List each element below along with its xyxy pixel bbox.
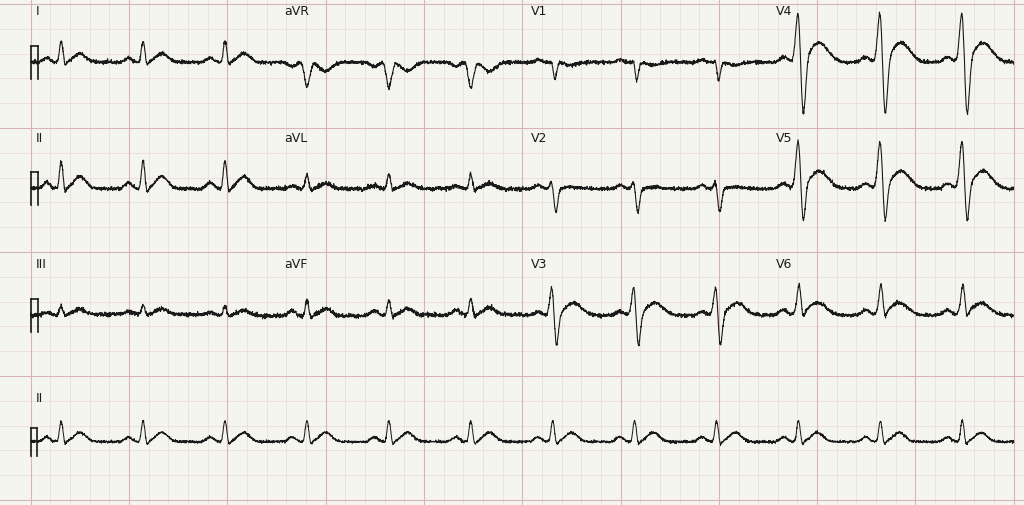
Text: V1: V1 (530, 5, 547, 18)
Text: I: I (36, 5, 40, 18)
Text: II: II (36, 131, 43, 144)
Text: II: II (36, 391, 43, 405)
Text: V2: V2 (530, 131, 547, 144)
Text: V4: V4 (776, 5, 793, 18)
Text: aVR: aVR (285, 5, 309, 18)
Text: aVF: aVF (285, 258, 308, 271)
Text: aVL: aVL (285, 131, 308, 144)
Text: V6: V6 (776, 258, 793, 271)
Text: V3: V3 (530, 258, 547, 271)
Text: V5: V5 (776, 131, 793, 144)
Text: III: III (36, 258, 47, 271)
